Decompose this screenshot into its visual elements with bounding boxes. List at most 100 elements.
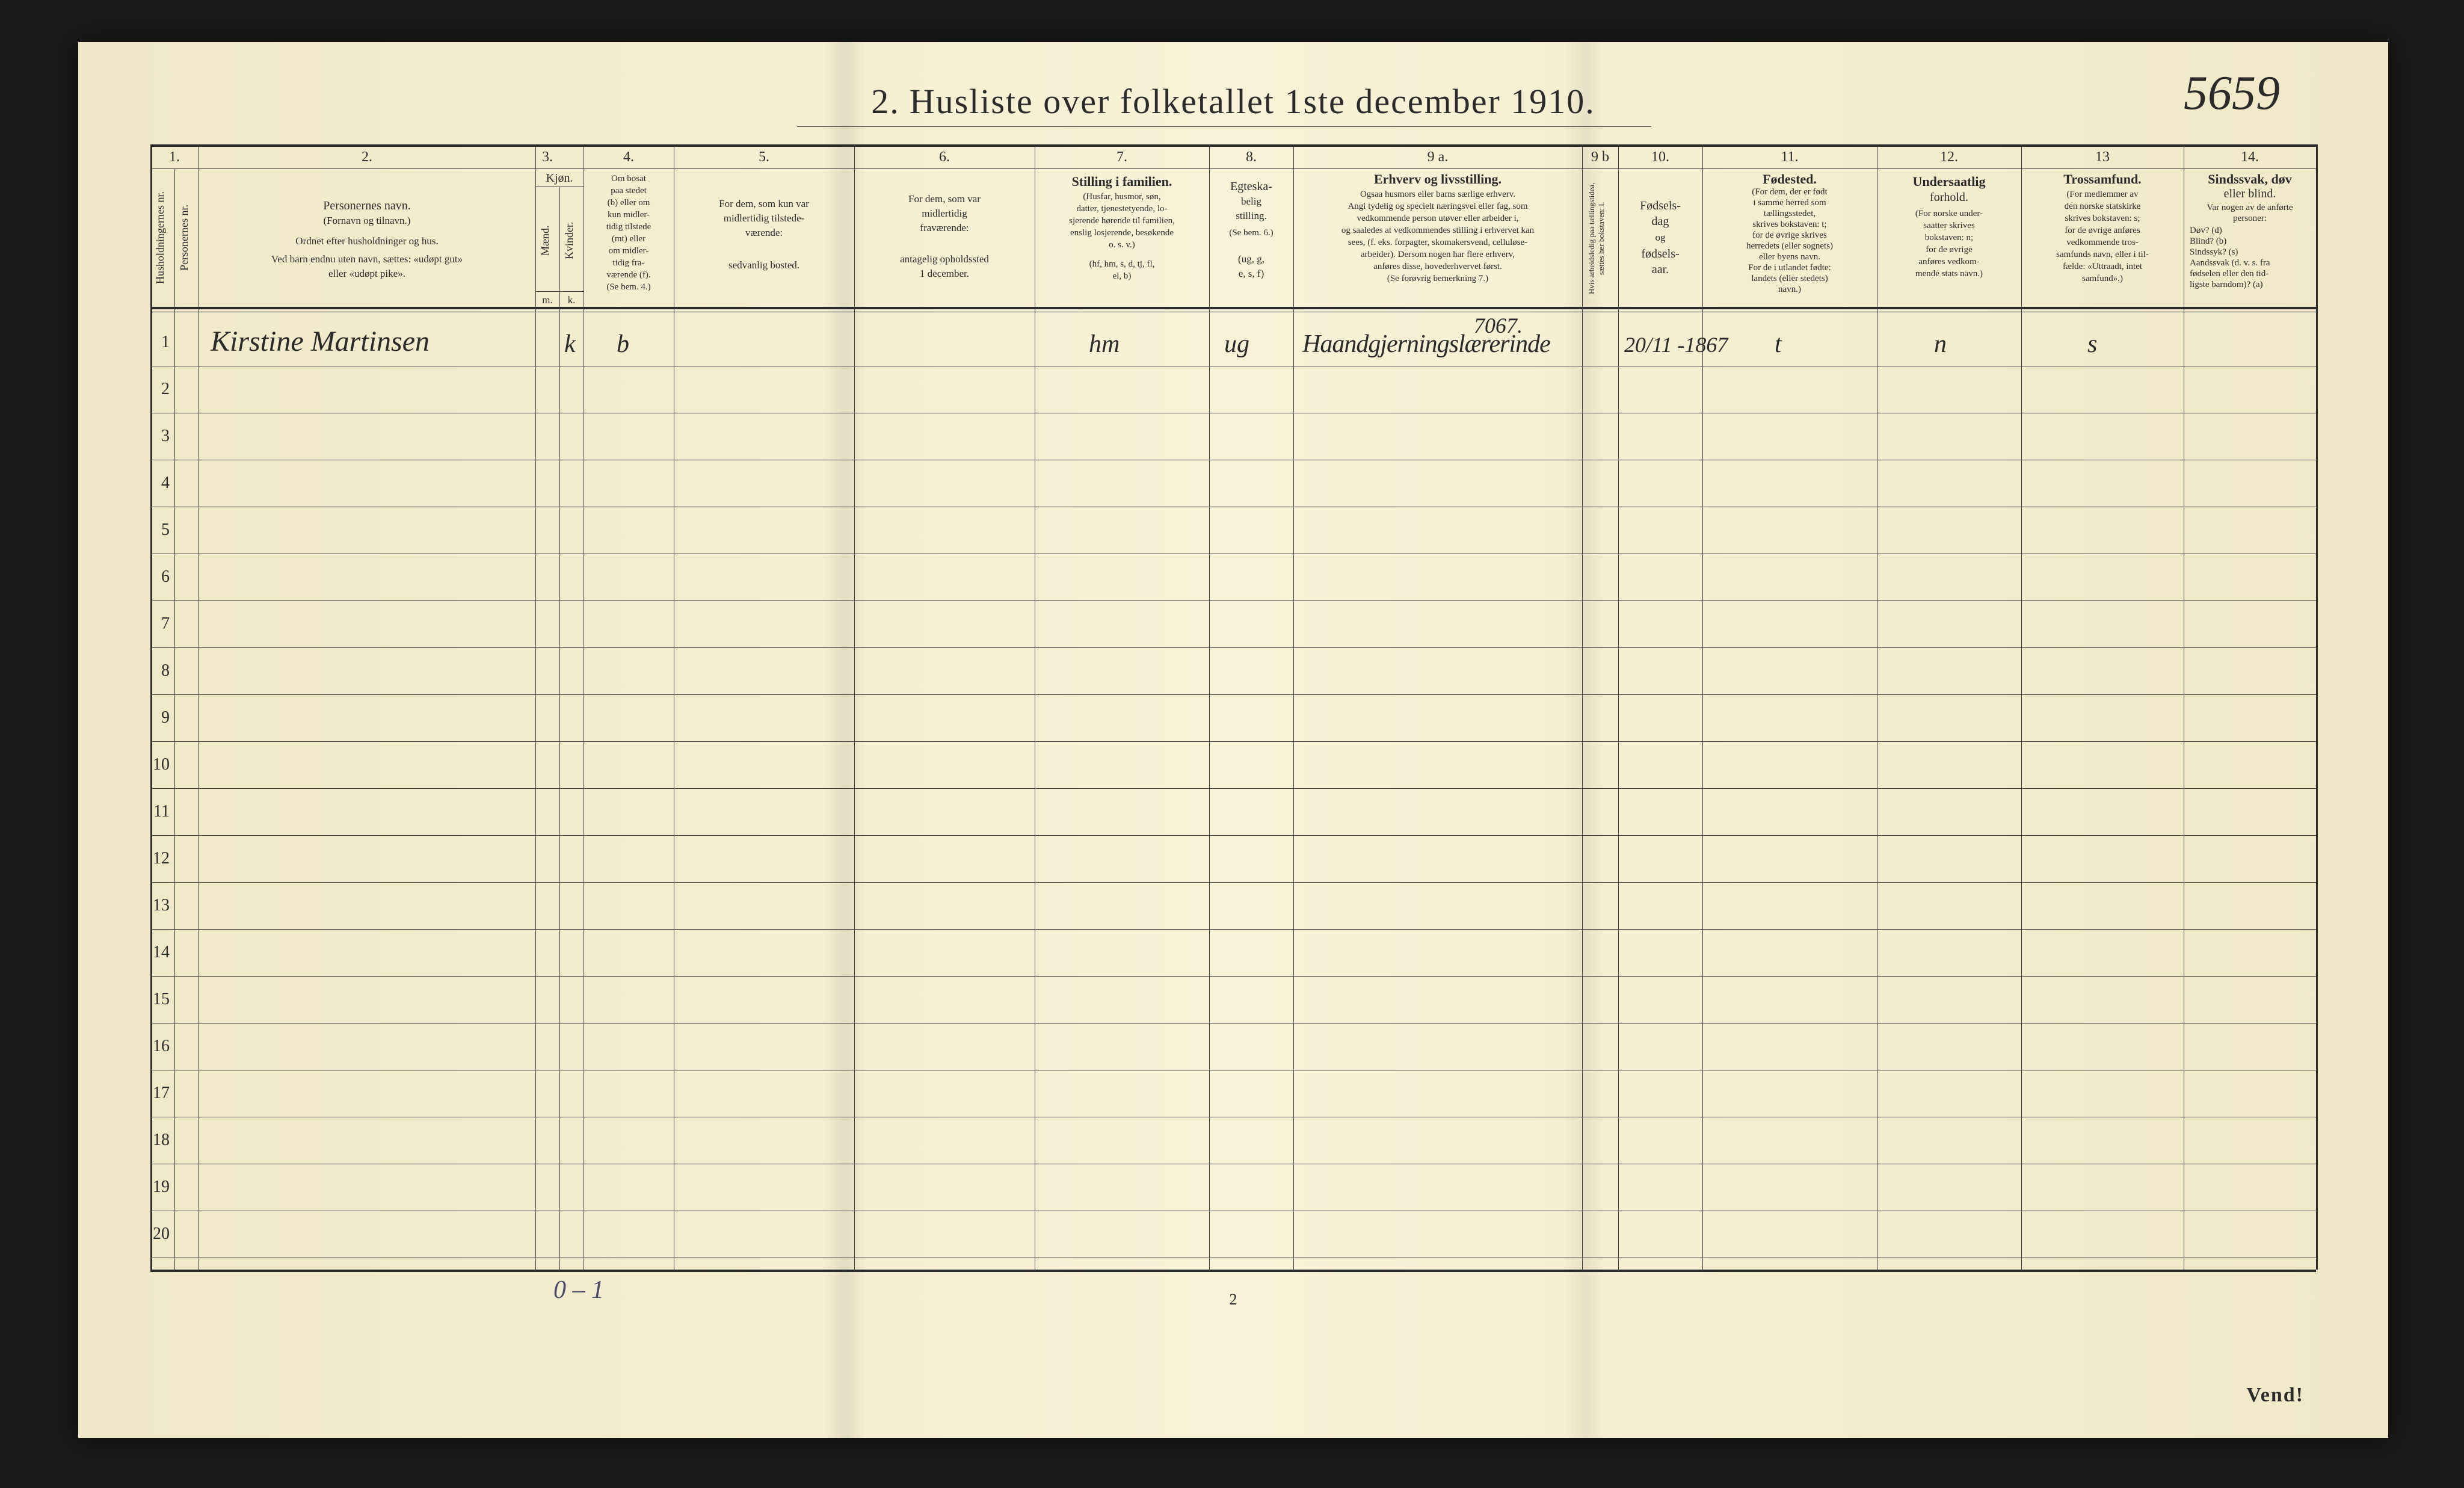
- hdr-col4-l3: (b) eller om: [584, 197, 674, 209]
- hdr-col2-l5: eller «udøpt pike».: [199, 267, 535, 280]
- hdr-col13-l3: skrives bokstaven: s;: [2021, 213, 2184, 224]
- title-underline: [797, 126, 1651, 127]
- colnum-8: 8.: [1209, 149, 1293, 165]
- vline-11: [1702, 144, 1703, 1270]
- colnum-3: 3.: [535, 149, 559, 165]
- hdr-col8-l3: (Se bem. 6.): [1209, 227, 1293, 239]
- census-page: 2. Husliste over folketallet 1ste decemb…: [78, 42, 2388, 1438]
- vline-6: [854, 144, 855, 1270]
- row-number: 8: [140, 661, 170, 681]
- hdr-col7-l3: sjerende hørende til familien,: [1035, 215, 1209, 227]
- cell-birth: 20/11 -1867: [1624, 332, 1728, 357]
- hdr-col12-l5: for de øvrige: [1877, 244, 2021, 256]
- hdr-col9a-l1: Ogsaa husmors eller barns særlige erhver…: [1293, 189, 1582, 200]
- hdr-col3-m-abbr: m.: [535, 294, 559, 306]
- hdr-col5-l2: midlertidig tilstede-: [674, 212, 854, 224]
- hdr-col12-l4: bokstaven: n;: [1877, 232, 2021, 244]
- cell-family-position: hm: [1089, 330, 1120, 359]
- vline-9: [1293, 144, 1294, 1270]
- hdr-col3-k-abbr: k.: [559, 294, 584, 306]
- colnum-12: 12.: [1877, 149, 2021, 165]
- colnum-4: 4.: [584, 149, 674, 165]
- row-number: 15: [140, 990, 170, 1009]
- hdr-col13-l5: vedkommende tros-: [2021, 237, 2184, 249]
- row-line: [150, 976, 2316, 977]
- title-text: Husliste over folketallet 1ste december …: [910, 82, 1595, 121]
- row-number: 19: [140, 1178, 170, 1197]
- hdr-col5-l1: For dem, som kun var: [674, 197, 854, 210]
- hdr-col13-l4: for de øvrige anføres: [2021, 225, 2184, 236]
- hdr-col13-l8: samfund».): [2021, 273, 2184, 285]
- hdr-col4-l1: Om bosat: [584, 173, 674, 185]
- hdr-col5-l4: sedvanlig bosted.: [674, 259, 854, 271]
- hdr-col6-l2: midlertidig: [854, 207, 1035, 220]
- hdr-col13-l6: samfunds navn, eller i til-: [2021, 249, 2184, 261]
- cell-residence: b: [617, 330, 629, 359]
- hdr-col4-l8: tidig fra-: [584, 258, 674, 269]
- hdr-col9a-l5: sees, (f. eks. forpagter, skomakersvend,…: [1293, 237, 1582, 249]
- hdr-col9a-l6: arbeider). Dersom nogen har flere erhver…: [1293, 249, 1582, 261]
- hdr-col8-l2: stilling.: [1209, 209, 1293, 222]
- cell-name: Kirstine Martinsen: [211, 325, 430, 358]
- row-number: 14: [140, 943, 170, 962]
- hdr-col12-l2: (For norske under-: [1877, 208, 2021, 220]
- page-number: 2: [78, 1291, 2388, 1309]
- hdr-col14-l8: ligste barndom)? (a): [2184, 279, 2322, 291]
- hdr-col8-l5: e, s, f): [1209, 267, 1293, 280]
- hdr-col11-l6: herredets (eller sognets): [1702, 241, 1877, 252]
- colnum-9b: 9 b: [1582, 149, 1618, 165]
- row-line: [150, 694, 2316, 695]
- hdr-col4-l4: kun midler-: [584, 209, 674, 221]
- colnum-9a: 9 a.: [1293, 149, 1582, 165]
- row-line: [150, 647, 2316, 648]
- row-line: [150, 741, 2316, 742]
- colnum-2: 2.: [199, 149, 535, 165]
- hdr-col3-top: Kjøn.: [535, 171, 584, 186]
- hdr-col9a-l3: vedkommende person utøver eller arbeider…: [1293, 213, 1582, 224]
- rule-top-outer: [150, 144, 2316, 147]
- hdr-col11-l5: for de øvrige skrives: [1702, 230, 1877, 241]
- hdr-col9b: Hvis arbeidsledig paa tællingstidea, sæt…: [1587, 173, 1606, 303]
- hdr-col12-l1: forhold.: [1877, 190, 2021, 205]
- colnum-5: 5.: [674, 149, 854, 165]
- cell-marital: ug: [1224, 330, 1249, 359]
- hdr-col14-l7: fødselen eller den tid-: [2184, 268, 2322, 280]
- vline-9a: [1582, 144, 1583, 1270]
- hdr-col10-l1: Fødsels-: [1618, 199, 1702, 214]
- cell-occupation: Haandgjerningslærerinde: [1302, 330, 1550, 359]
- handwritten-page-number: 5659: [2184, 66, 2280, 121]
- hdr-col8-l4: (ug, g,: [1209, 253, 1293, 265]
- hdr-col7-l2: datter, tjenestetyende, lo-: [1035, 203, 1209, 215]
- hdr-col4-l5: tidig tilstede: [584, 221, 674, 233]
- hdr-col11-l8: For de i utlandet fødte:: [1702, 262, 1877, 274]
- hdr-col1b: Personernes nr.: [178, 174, 191, 301]
- row-number: 13: [140, 896, 170, 915]
- hdr-col11-l4: skrives bokstaven: t;: [1702, 219, 1877, 230]
- row-number: 9: [140, 708, 170, 727]
- title-number: 2.: [871, 82, 900, 121]
- hdr-col4-l6: (mt) eller: [584, 233, 674, 245]
- rule-col3-mk: [535, 291, 584, 292]
- hdr-col13-l7: fælde: «Uttraadt, intet: [2021, 261, 2184, 273]
- hdr-col1a: Husholdningernes nr.: [154, 174, 167, 301]
- cell-faith: s: [2087, 330, 2097, 359]
- colnum-6: 6.: [854, 149, 1035, 165]
- hdr-col10-l2: dag: [1618, 214, 1702, 229]
- vline-3b: [559, 187, 560, 1270]
- hdr-col14-l6: Aandssvak (d. v. s. fra: [2184, 258, 2322, 269]
- hdr-col11-l1: (For dem, der er født: [1702, 187, 1877, 198]
- row-number: 4: [140, 474, 170, 493]
- cell-sex: k: [564, 330, 576, 359]
- row-number: 11: [140, 802, 170, 821]
- hdr-col11-l9: landets (eller stedets): [1702, 273, 1877, 285]
- hdr-col9a-l7: anføres disse, hovederhvervet først.: [1293, 261, 1582, 273]
- hdr-col11-t: Fødested.: [1702, 171, 1877, 188]
- hdr-col8-l1: belig: [1209, 195, 1293, 208]
- hdr-col7-l1: (Husfar, husmor, søn,: [1035, 191, 1209, 203]
- row-line: [150, 835, 2316, 836]
- hdr-col13-l1: (For medlemmer av: [2021, 189, 2184, 200]
- hdr-col2-l4: Ved barn endnu uten navn, sættes: «udøpt…: [199, 253, 535, 265]
- row-number: 2: [140, 380, 170, 399]
- hdr-col7-l6: (hf, hm, s, d, tj, fl,: [1035, 259, 1209, 270]
- row-number: 3: [140, 427, 170, 446]
